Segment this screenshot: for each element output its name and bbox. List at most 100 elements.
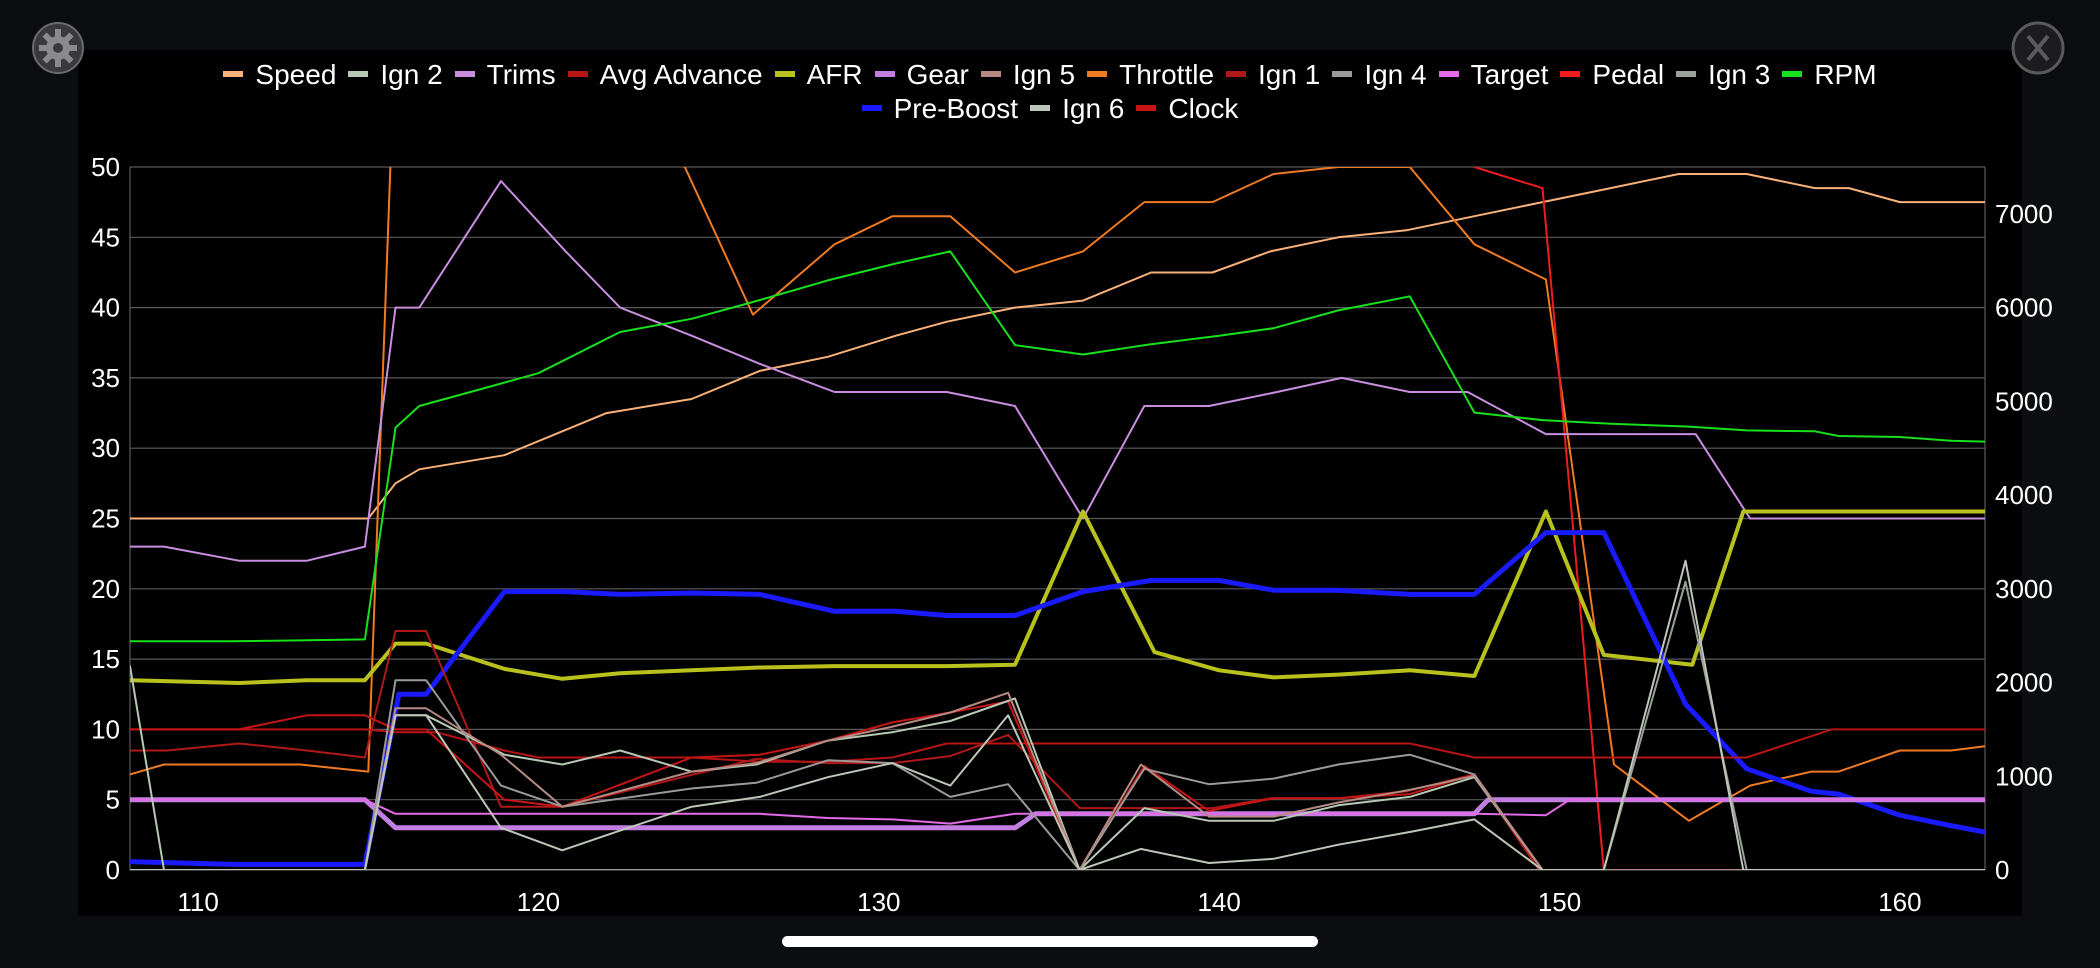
- legend-swatch: [1087, 70, 1108, 77]
- series-line-speed: [130, 173, 1985, 520]
- legend-swatch: [1676, 70, 1697, 77]
- legend-label: Ign 6: [1062, 93, 1125, 124]
- legend-label: Trims: [486, 59, 556, 90]
- y-right-tick-label: 5000: [1995, 386, 2053, 416]
- legend-label: Speed: [255, 59, 337, 90]
- legend-swatch: [1226, 70, 1247, 77]
- series-line-rpm: [130, 250, 1985, 643]
- y-left-tick-label: 40: [91, 293, 120, 323]
- legend-label: Clock: [1168, 93, 1239, 124]
- legend-swatch: [1438, 70, 1459, 77]
- y-left-tick-label: 35: [91, 363, 120, 393]
- legend-label: Ign 2: [380, 59, 443, 90]
- y-left-tick-label: 30: [91, 433, 120, 463]
- legend-item[interactable]: Ign 5: [980, 58, 1076, 92]
- x-tick-label: 160: [1878, 887, 1921, 917]
- legend-item[interactable]: Throttle: [1087, 58, 1214, 92]
- legend-item[interactable]: Avg Advance: [567, 58, 763, 92]
- legend-item[interactable]: Gear: [874, 58, 969, 92]
- y-left-tick-label: 50: [91, 152, 120, 182]
- x-tick-label: 140: [1197, 887, 1240, 917]
- legend-swatch: [774, 70, 795, 77]
- legend-item[interactable]: Ign 3: [1676, 58, 1770, 92]
- legend-swatch: [1782, 70, 1803, 77]
- y-right-tick-label: 7000: [1995, 199, 2053, 229]
- series-line-ign-4: [130, 679, 1985, 870]
- y-right-tick-label: 3000: [1995, 574, 2053, 604]
- legend-label: AFR: [806, 59, 863, 90]
- legend-item[interactable]: Clock: [1136, 92, 1238, 126]
- legend-label: RPM: [1814, 59, 1877, 90]
- y-left-tick-label: 25: [91, 504, 120, 534]
- legend-label: Ign 5: [1012, 59, 1076, 90]
- right-bezel: [2022, 0, 2100, 968]
- home-indicator[interactable]: [782, 936, 1318, 947]
- x-tick-label: 130: [857, 887, 900, 917]
- y-right-tick-label: 4000: [1995, 480, 2053, 510]
- legend-item[interactable]: RPM: [1782, 58, 1877, 92]
- chart-panel: [78, 50, 2022, 916]
- legend-swatch: [1332, 70, 1353, 77]
- series-line-pedal: [1473, 167, 1985, 870]
- legend-label: Avg Advance: [599, 59, 763, 90]
- legend-item[interactable]: Ign 1: [1226, 58, 1320, 92]
- legend-swatch: [980, 70, 1001, 77]
- y-left-tick-label: 20: [91, 574, 120, 604]
- legend-label: Throttle: [1119, 59, 1215, 90]
- series-line-trims: [130, 180, 1985, 562]
- series-line-throttle: [130, 167, 1985, 822]
- legend-label: Pre-Boost: [893, 93, 1019, 124]
- top-bezel: [0, 0, 2100, 50]
- y-left-tick-label: 10: [91, 714, 120, 744]
- legend-label: Gear: [906, 59, 969, 90]
- legend-swatch: [1030, 104, 1051, 111]
- y-left-tick-label: 0: [106, 855, 120, 885]
- series-group: [130, 167, 1985, 870]
- legend-item[interactable]: Ign 4: [1332, 58, 1427, 92]
- series-line-ign-3: [130, 580, 1985, 870]
- legend-swatch: [223, 70, 244, 77]
- y-right-tick-label: 1000: [1995, 761, 2053, 791]
- legend-label: Ign 3: [1708, 59, 1771, 90]
- legend-item[interactable]: Pre-Boost: [861, 92, 1019, 126]
- y-left-tick-label: 5: [106, 785, 120, 815]
- y-right-tick-label: 0: [1995, 855, 2009, 885]
- series-line-pre-boost: [130, 530, 1985, 867]
- chart-legend: Speed Ign 2 Trims Avg Advance AFR Gear Ign 5 Th…: [100, 58, 2000, 126]
- legend-label: Ign 1: [1258, 59, 1321, 90]
- y-left-tick-label: 45: [91, 222, 120, 252]
- y-left-tick-label: 15: [91, 644, 120, 674]
- legend-swatch: [1560, 70, 1581, 77]
- legend-row: Pre-Boost Ign 6 Clock: [100, 92, 2000, 126]
- legend-swatch: [348, 70, 369, 77]
- series-line-avg-advance: [130, 728, 1985, 763]
- legend-label: Ign 4: [1364, 59, 1427, 90]
- legend-item[interactable]: Target: [1438, 58, 1548, 92]
- legend-item[interactable]: AFR: [774, 58, 863, 92]
- close-button[interactable]: [2010, 20, 2066, 76]
- series-line-gear: [130, 797, 1985, 831]
- series-line-target: [130, 798, 1985, 825]
- legend-item[interactable]: Ign 6: [1030, 92, 1124, 126]
- legend-label: Pedal: [1592, 59, 1665, 90]
- legend-swatch: [1136, 104, 1157, 111]
- series-line-ign-5: [130, 691, 1985, 870]
- legend-item[interactable]: Pedal: [1560, 58, 1664, 92]
- legend-item[interactable]: Speed: [223, 58, 336, 92]
- y-right-tick-label: 2000: [1995, 668, 2053, 698]
- legend-swatch: [454, 70, 475, 77]
- x-tick-label: 110: [177, 887, 218, 917]
- gear-icon: [32, 22, 84, 74]
- legend-swatch: [861, 104, 882, 111]
- legend-swatch: [874, 70, 895, 77]
- legend-item[interactable]: Ign 2: [348, 58, 443, 92]
- legend-swatch: [567, 70, 588, 77]
- series-line-clock: [130, 700, 1985, 870]
- series-line-afr: [130, 509, 1985, 685]
- legend-item[interactable]: Trims: [454, 58, 556, 92]
- settings-button[interactable]: [30, 20, 86, 76]
- x-tick-label: 150: [1538, 887, 1581, 917]
- x-tick-label: 120: [517, 887, 560, 917]
- left-bezel: [0, 0, 78, 968]
